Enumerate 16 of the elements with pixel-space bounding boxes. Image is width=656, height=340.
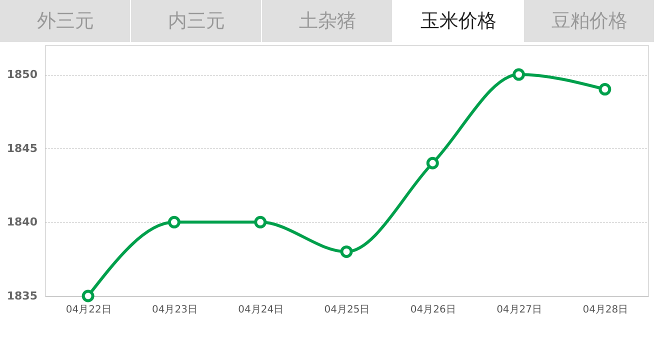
y-tick-label: 1845 [6,142,38,155]
y-tick-label: 1835 [6,290,38,302]
chart-title: 玉米价格 [420,10,496,32]
x-tick-label: 04月22日 [66,304,112,316]
text: 内三元 [168,10,225,32]
y-tick-label: 1850 [6,68,38,82]
text: 外三元 [37,10,94,32]
text: 土杂猪 [299,10,356,32]
x-tick-label: 04月23日 [152,304,198,316]
text: 豆粕价格 [552,10,628,32]
x-tick-label: 04月26日 [410,304,456,316]
x-tick-label: 04月25日 [324,304,370,316]
y-tick-label: 1840 [6,216,38,229]
x-tick-label: 04月28日 [582,304,628,316]
x-tick-label: 04月27日 [496,304,542,316]
x-tick-label: 04月24日 [238,304,284,316]
